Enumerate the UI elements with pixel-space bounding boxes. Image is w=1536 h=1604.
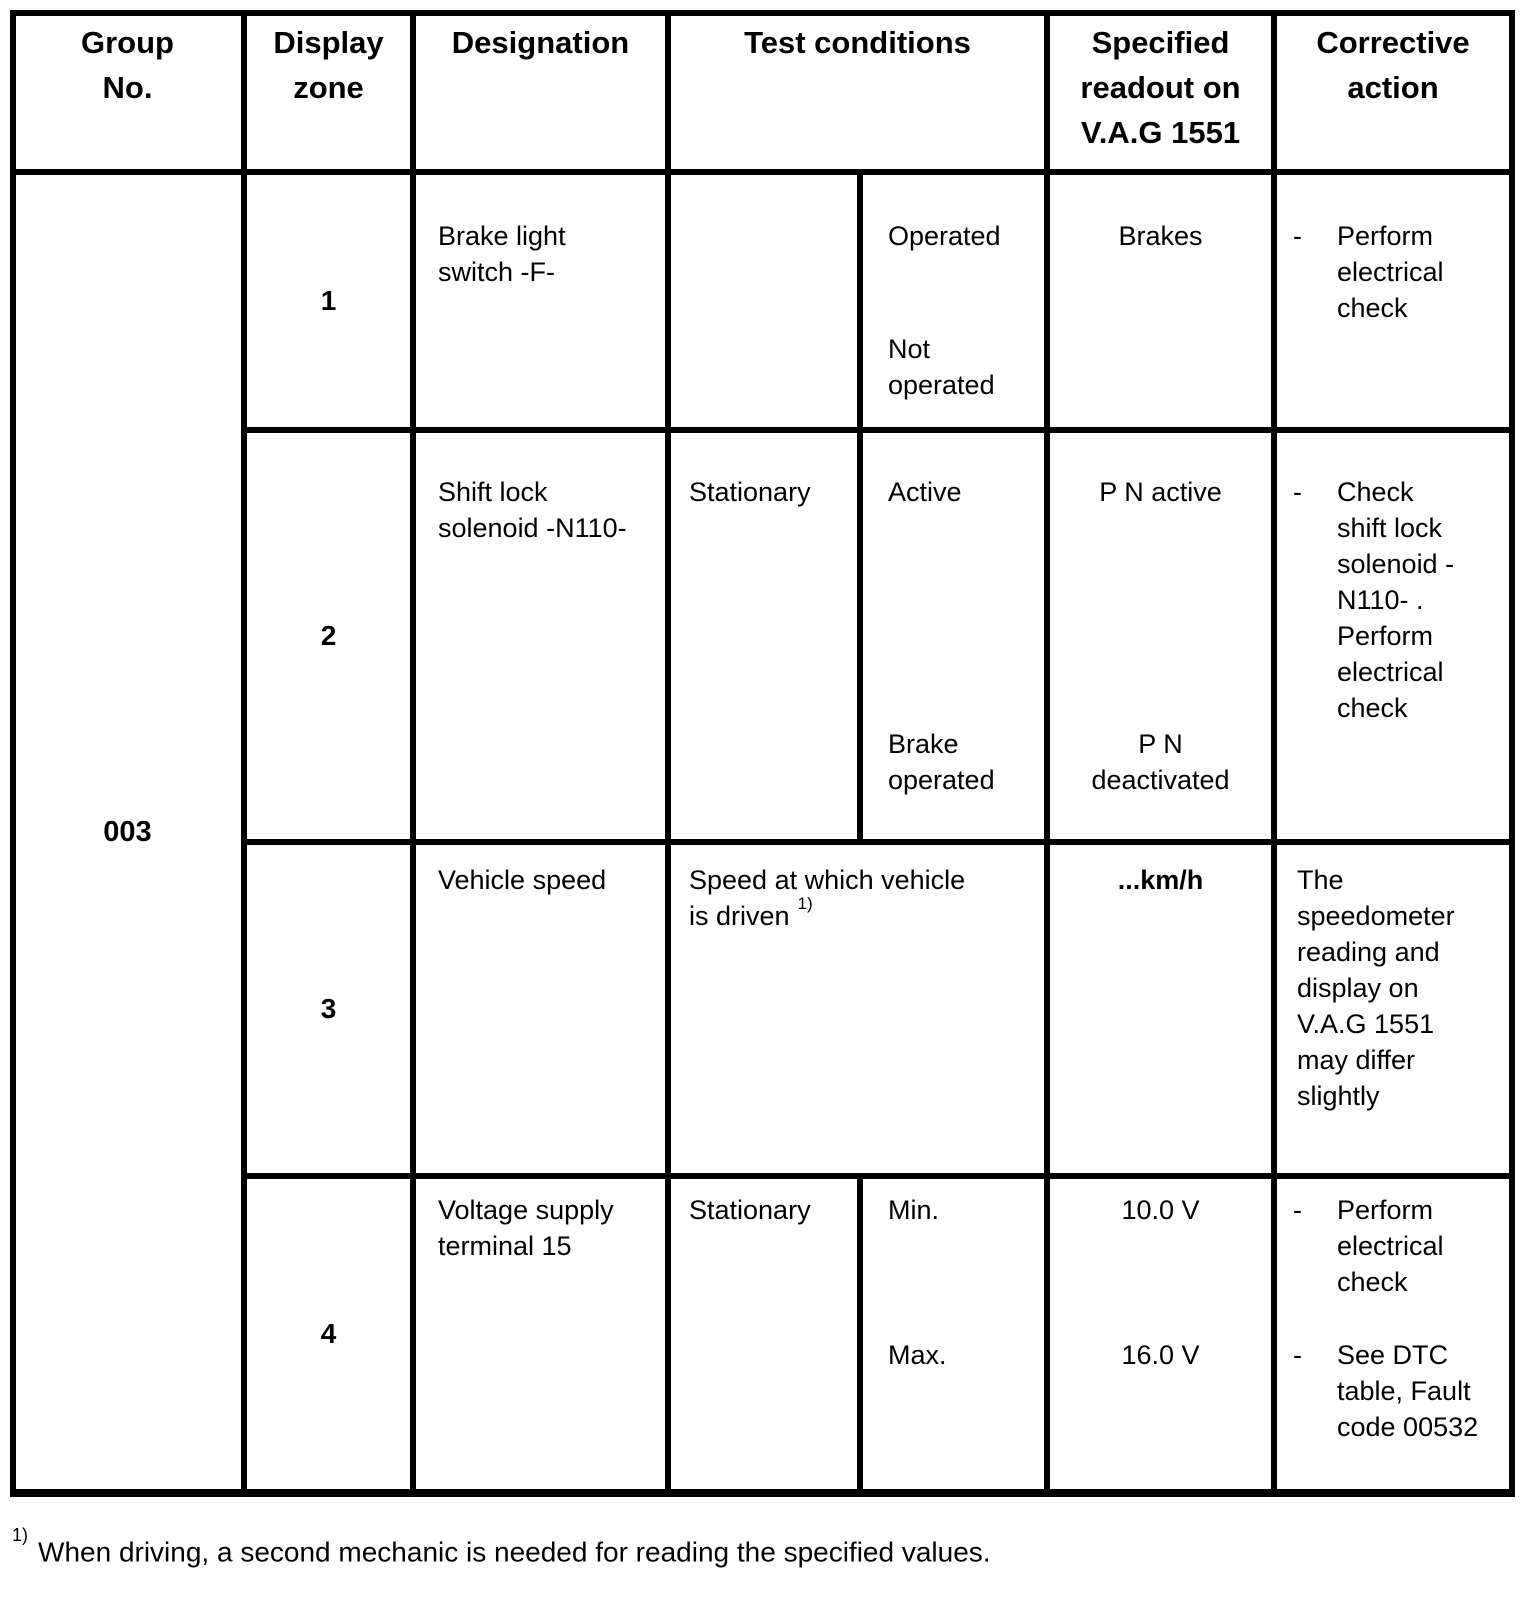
test-condition-row4-state2: Max.: [888, 1340, 947, 1370]
test-condition-row2: Stationary: [689, 477, 811, 507]
table-rule-col3: [665, 10, 671, 1497]
action-row4-second-dash: -: [1293, 1340, 1302, 1370]
header-designation: Designation: [451, 25, 630, 60]
action-row2: - Check shift lock solenoid - N110- . Pe…: [1293, 474, 1509, 726]
table-rule-col2: [410, 10, 416, 1497]
group-no-value: 003: [103, 815, 152, 848]
action-row2-text: Check shift lock solenoid - N110- . Perf…: [1337, 477, 1455, 723]
display-zone-1: 1: [320, 285, 337, 316]
designation-row4: Voltage supply terminal 15: [438, 1195, 614, 1261]
readout-row4-max: 16.0 V: [1121, 1340, 1200, 1370]
table-border-right: [1509, 10, 1515, 1497]
table-rule-row1-bottom: [241, 427, 1515, 433]
header-corrective-action: Corrective action: [1316, 25, 1470, 105]
header-test-conditions: Test conditions: [744, 25, 971, 60]
readout-row2-state2: P N deactivated: [1091, 729, 1230, 795]
readout-row2-state1: P N active: [1099, 477, 1222, 507]
test-condition-row4: Stationary: [689, 1195, 811, 1225]
table-rule-row2-bottom: [241, 839, 1515, 845]
test-condition-row3-footnote-marker: 1): [797, 893, 813, 913]
table-border-bottom: [10, 1489, 1515, 1497]
test-condition-row2-state1: Active: [888, 477, 962, 507]
header-group-no: Group No.: [81, 25, 174, 105]
footnote-text: When driving, a second mechanic is neede…: [38, 1536, 991, 1568]
table-rule-header-bottom: [10, 169, 1515, 175]
table-rule-col5: [1271, 10, 1277, 1497]
action-row4-first: - Perform electrical check: [1293, 1192, 1509, 1300]
test-condition-row3: Speed at which vehicle is driven 1): [689, 862, 1034, 934]
display-zone-4: 4: [320, 1318, 337, 1349]
table-rule-testcond-sub-top: [857, 172, 863, 842]
designation-row3: Vehicle speed: [438, 865, 607, 895]
display-zone-2: 2: [320, 620, 337, 651]
action-row4-second-text: See DTC table, Fault code 00532: [1337, 1340, 1479, 1442]
table-border-top: [10, 10, 1515, 16]
test-condition-row3-text: Speed at which vehicle is driven: [689, 865, 966, 931]
header-specified-readout: Specified readout on V.A.G 1551: [1080, 25, 1241, 150]
header-display-zone: Display zone: [273, 25, 384, 105]
readout-row1: Brakes: [1118, 221, 1203, 251]
footnote-marker: 1): [12, 1525, 29, 1545]
table-rule-row3-bottom: [241, 1173, 1515, 1179]
test-condition-row1-state2: Not operated: [888, 334, 995, 400]
test-condition-row4-state1: Min.: [888, 1195, 940, 1225]
readout-row3: ...km/h: [1117, 865, 1204, 895]
test-condition-row2-state2: Brake operated: [888, 729, 995, 795]
action-row4-first-dash: -: [1293, 1195, 1302, 1225]
readout-row4-min: 10.0 V: [1121, 1195, 1200, 1225]
display-zone-3: 3: [320, 993, 337, 1024]
action-row1-text: Perform electrical check: [1337, 221, 1444, 323]
action-row2-dash: -: [1293, 477, 1302, 507]
designation-row2: Shift lock solenoid -N110-: [438, 477, 627, 543]
table-border-left: [10, 10, 16, 1497]
action-row3: The speedometer reading and display on V…: [1297, 865, 1455, 1111]
test-condition-row1-state1: Operated: [888, 221, 1001, 251]
action-row4-second: - See DTC table, Fault code 00532: [1293, 1337, 1509, 1445]
table-rule-col1: [241, 10, 247, 1497]
action-row1-dash: -: [1293, 221, 1302, 251]
action-row4-first-text: Perform electrical check: [1337, 1195, 1444, 1297]
footnote: 1) When driving, a second mechanic is nee…: [12, 1525, 991, 1569]
designation-row1: Brake light switch -F-: [438, 221, 566, 287]
table-rule-col4: [1044, 10, 1050, 1497]
action-row1: - Perform electrical check: [1293, 218, 1509, 326]
table-rule-testcond-sub-bottom: [857, 1176, 863, 1494]
